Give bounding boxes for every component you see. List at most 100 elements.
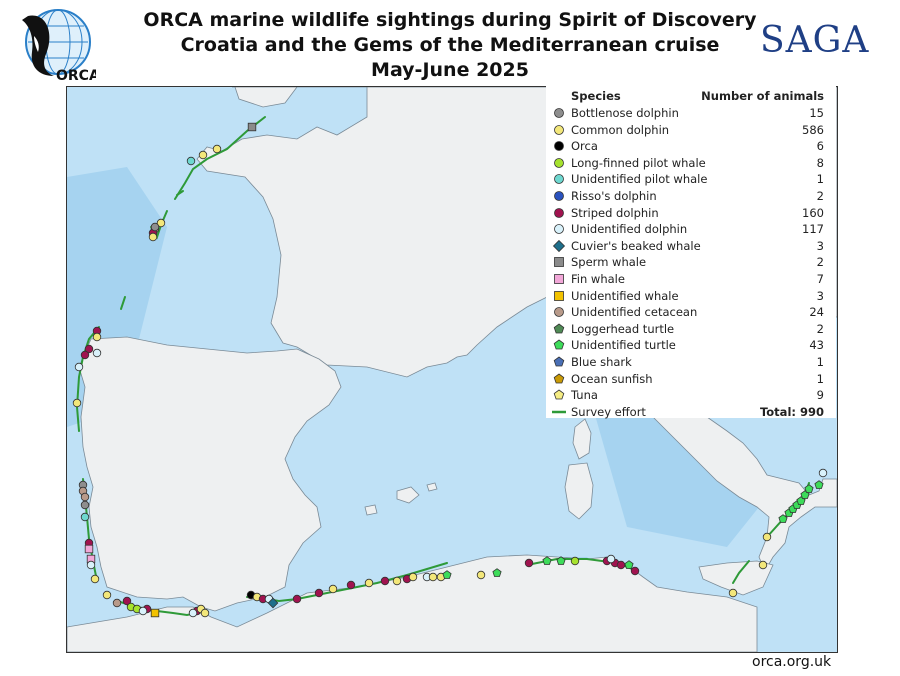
legend-item-count: 2 <box>816 321 824 336</box>
sighting-marker <box>428 572 438 582</box>
legend-item: Cuvier's beaked whale 3 <box>546 238 836 255</box>
legend-total: Total: 990 <box>759 404 824 419</box>
sightings-layer <box>72 122 828 618</box>
sighting-marker <box>616 560 626 570</box>
legend-item: Unidentified pilot whale 1 <box>546 171 836 188</box>
legend-item: Tuna 9 <box>546 387 836 404</box>
legend-item-name: Loggerhead turtle <box>571 321 675 336</box>
legend-symbol-pentagon <box>553 339 565 350</box>
sighting-marker <box>630 566 640 576</box>
legend-item: Unidentified whale 3 <box>546 288 836 305</box>
legend-item: Common dolphin 586 <box>546 122 836 139</box>
sighting-marker <box>814 480 824 489</box>
land-sardinia <box>564 462 594 520</box>
legend-item-name: Common dolphin <box>571 122 670 137</box>
sighting-marker <box>314 588 324 598</box>
legend-item-count: 160 <box>802 205 824 220</box>
sighting-marker <box>86 560 96 570</box>
legend-symbol-square <box>554 274 564 284</box>
land-ibiza <box>364 504 378 516</box>
legend-symbol-circle <box>554 191 564 201</box>
legend-item-name: Unidentified cetacean <box>571 305 698 320</box>
sighting-marker <box>606 554 616 564</box>
legend-item: Sperm whale 2 <box>546 254 836 271</box>
legend-item-count: 1 <box>816 172 824 187</box>
track-biscay-dash <box>176 190 184 196</box>
legend-symbol-circle <box>554 224 564 235</box>
orca-logo: ORCA <box>22 9 96 84</box>
legend-item: Bottlenose dolphin 15 <box>546 105 836 122</box>
sighting-marker <box>556 556 566 565</box>
sighting-marker <box>728 588 738 598</box>
legend-item-count: 2 <box>816 255 824 270</box>
legend-item-name: Striped dolphin <box>571 205 659 220</box>
sighting-marker <box>80 492 90 502</box>
legend-symbol-circle <box>554 207 564 218</box>
legend-count-header: Number of animals <box>701 89 824 103</box>
legend-item-name: Unidentified pilot whale <box>571 172 708 187</box>
sighting-marker <box>92 348 102 358</box>
sighting-marker <box>762 532 772 542</box>
land-uk <box>234 87 298 108</box>
footer-url[interactable]: orca.org.uk <box>752 654 832 670</box>
sighting-marker <box>188 608 198 618</box>
sighting-marker <box>80 500 90 510</box>
title-line-1: ORCA marine wildlife sightings during Sp… <box>143 9 757 31</box>
legend-item-name: Orca <box>571 139 598 154</box>
sighting-marker <box>212 144 222 154</box>
sighting-marker <box>84 344 94 354</box>
legend-item-count: 43 <box>809 338 824 353</box>
orca-logo-text: ORCA <box>56 68 96 84</box>
legend-item-count: 586 <box>802 122 824 137</box>
legend-symbol-circle <box>554 141 564 152</box>
sighting-marker <box>542 556 552 565</box>
title-line-3: May-June 2025 <box>371 59 529 81</box>
sighting-marker <box>80 512 90 522</box>
legend-item-name: Sperm whale <box>571 255 647 270</box>
legend-item-name: Fin whale <box>571 272 625 286</box>
sighting-marker <box>150 608 160 618</box>
sighting-marker <box>380 576 390 586</box>
land-iberia <box>78 336 342 612</box>
legend-item: Blue shark 1 <box>546 354 836 371</box>
legend-item: Loggerhead turtle 2 <box>546 321 836 338</box>
legend-item-name: Unidentified dolphin <box>571 222 688 237</box>
legend-item: Fin whale 7 <box>546 271 836 288</box>
legend-item-name: Long-finned pilot whale <box>571 155 706 170</box>
legend-symbol-circle <box>554 157 564 168</box>
sighting-marker <box>524 558 534 568</box>
legend-item: Unidentified dolphin 117 <box>546 221 836 238</box>
sighting-marker <box>758 560 768 570</box>
legend-symbol-square <box>554 290 564 301</box>
legend-item-name: Unidentified whale <box>571 288 679 303</box>
legend-item: Striped dolphin 160 <box>546 205 836 222</box>
sighting-marker <box>150 222 160 232</box>
sighting-marker <box>138 606 148 616</box>
sighting-marker <box>102 590 112 600</box>
legend-item-count: 2 <box>816 189 824 203</box>
legend-symbol-circle <box>554 108 564 118</box>
legend-item: Unidentified turtle 43 <box>546 337 836 354</box>
legend-symbol-pentagon <box>553 389 565 400</box>
legend-symbol-circle <box>554 307 564 318</box>
sighting-marker <box>476 570 486 580</box>
legend-item: Long-finned pilot whale 8 <box>546 155 836 172</box>
legend-item-count: 9 <box>816 388 824 403</box>
legend-symbol-pentagon <box>553 323 565 334</box>
sighting-marker <box>122 596 132 606</box>
legend-item-count: 8 <box>816 155 824 170</box>
sighting-marker <box>442 570 452 579</box>
legend-symbol-circle <box>554 174 564 185</box>
saga-logo: SAGA <box>760 20 870 61</box>
deep-tyrrhenian <box>587 387 767 547</box>
legend-item-count: 24 <box>809 305 824 320</box>
legend-symbol-pentagon <box>553 373 565 383</box>
sighting-marker <box>570 556 580 566</box>
map-title: ORCA marine wildlife sightings during Sp… <box>100 8 800 83</box>
legend-item-name: Tuna <box>571 388 598 403</box>
legend-symbol-pentagon <box>553 356 565 367</box>
legend-item: Survey effort Total: 990 <box>546 404 836 421</box>
legend-item-count: 15 <box>809 106 824 120</box>
legend-symbol-square <box>554 257 564 268</box>
legend-item-count: 6 <box>816 139 824 154</box>
